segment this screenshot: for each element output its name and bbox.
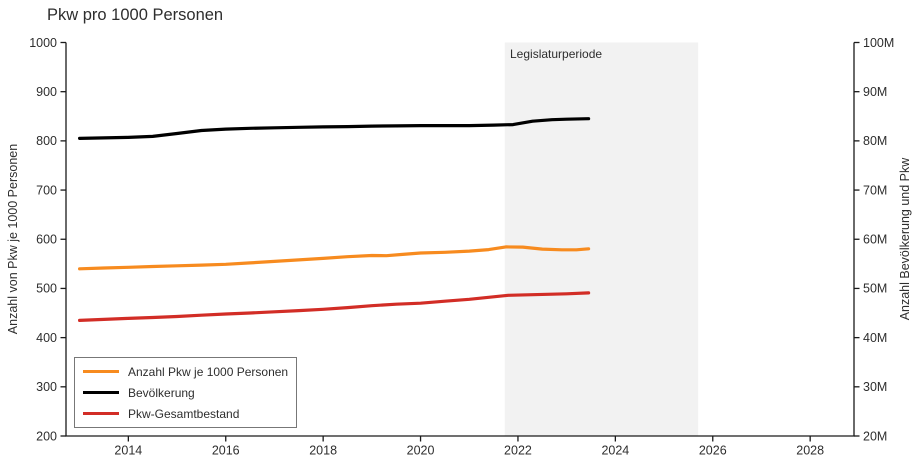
legend-label: Pkw-Gesamtbestand xyxy=(128,406,240,421)
series-line-0 xyxy=(77,245,591,271)
legend-label: Anzahl Pkw je 1000 Personen xyxy=(128,364,289,379)
y-right-tick-label: 90M xyxy=(863,85,887,99)
x-tick-label: 2024 xyxy=(601,444,629,458)
x-tick-label: 2014 xyxy=(114,444,142,458)
y-left-tick-label: 500 xyxy=(36,282,57,296)
y-left-tick-label: 200 xyxy=(36,429,57,443)
legend-label: Bevölkerung xyxy=(128,385,195,400)
legend-item-bevoelkerung: Bevölkerung xyxy=(83,386,288,400)
legislature-band-label: Legislaturperiode xyxy=(510,47,603,61)
y-right-tick-label: 70M xyxy=(863,183,887,197)
x-tick-label: 2018 xyxy=(309,444,337,458)
series-lines-layer xyxy=(77,117,591,322)
y-right-tick-label: 100M xyxy=(863,36,894,50)
legislature-band xyxy=(504,42,699,436)
y-right-tick-label: 20M xyxy=(863,429,887,443)
legend-item-pkw-gesamtbestand: Pkw-Gesamtbestand xyxy=(83,407,288,421)
y-left-tick-label: 400 xyxy=(36,331,57,345)
y-right-tick-label: 50M xyxy=(863,282,887,296)
x-tick-label: 2016 xyxy=(212,444,240,458)
y-left-tick-label: 300 xyxy=(36,380,57,394)
black-line-swatch xyxy=(83,390,119,395)
y-left-tick-label: 800 xyxy=(36,134,57,148)
red-line-swatch xyxy=(83,411,119,416)
orange-line-swatch xyxy=(83,369,119,374)
y-left-tick-label: 600 xyxy=(36,233,57,247)
axes-layer: 200 300 400 500 600 700 800 900 1000 20M 30M 40M 50M… xyxy=(29,36,894,458)
x-tick-label: 2028 xyxy=(796,444,824,458)
x-tick-label: 2022 xyxy=(504,444,532,458)
series-line-1 xyxy=(77,117,591,140)
x-tick-label: 2026 xyxy=(699,444,727,458)
y-right-tick-label: 30M xyxy=(863,380,887,394)
x-tick-label: 2020 xyxy=(407,444,435,458)
chart-title: Pkw pro 1000 Personen xyxy=(47,6,224,24)
y-left-tick-label: 1000 xyxy=(29,36,57,50)
legislature-band-layer xyxy=(504,42,699,436)
y-left-tick-label: 700 xyxy=(36,183,57,197)
legend-item-pkw-je-1000: Anzahl Pkw je 1000 Personen xyxy=(83,365,288,379)
y-right-tick-label: 40M xyxy=(863,331,887,345)
y-right-tick-label: 80M xyxy=(863,134,887,148)
y-left-tick-label: 900 xyxy=(36,85,57,99)
series-line-2 xyxy=(77,291,591,322)
legend: Anzahl Pkw je 1000 Personen Bevölkerung … xyxy=(74,357,297,428)
y-right-tick-label: 60M xyxy=(863,233,887,247)
